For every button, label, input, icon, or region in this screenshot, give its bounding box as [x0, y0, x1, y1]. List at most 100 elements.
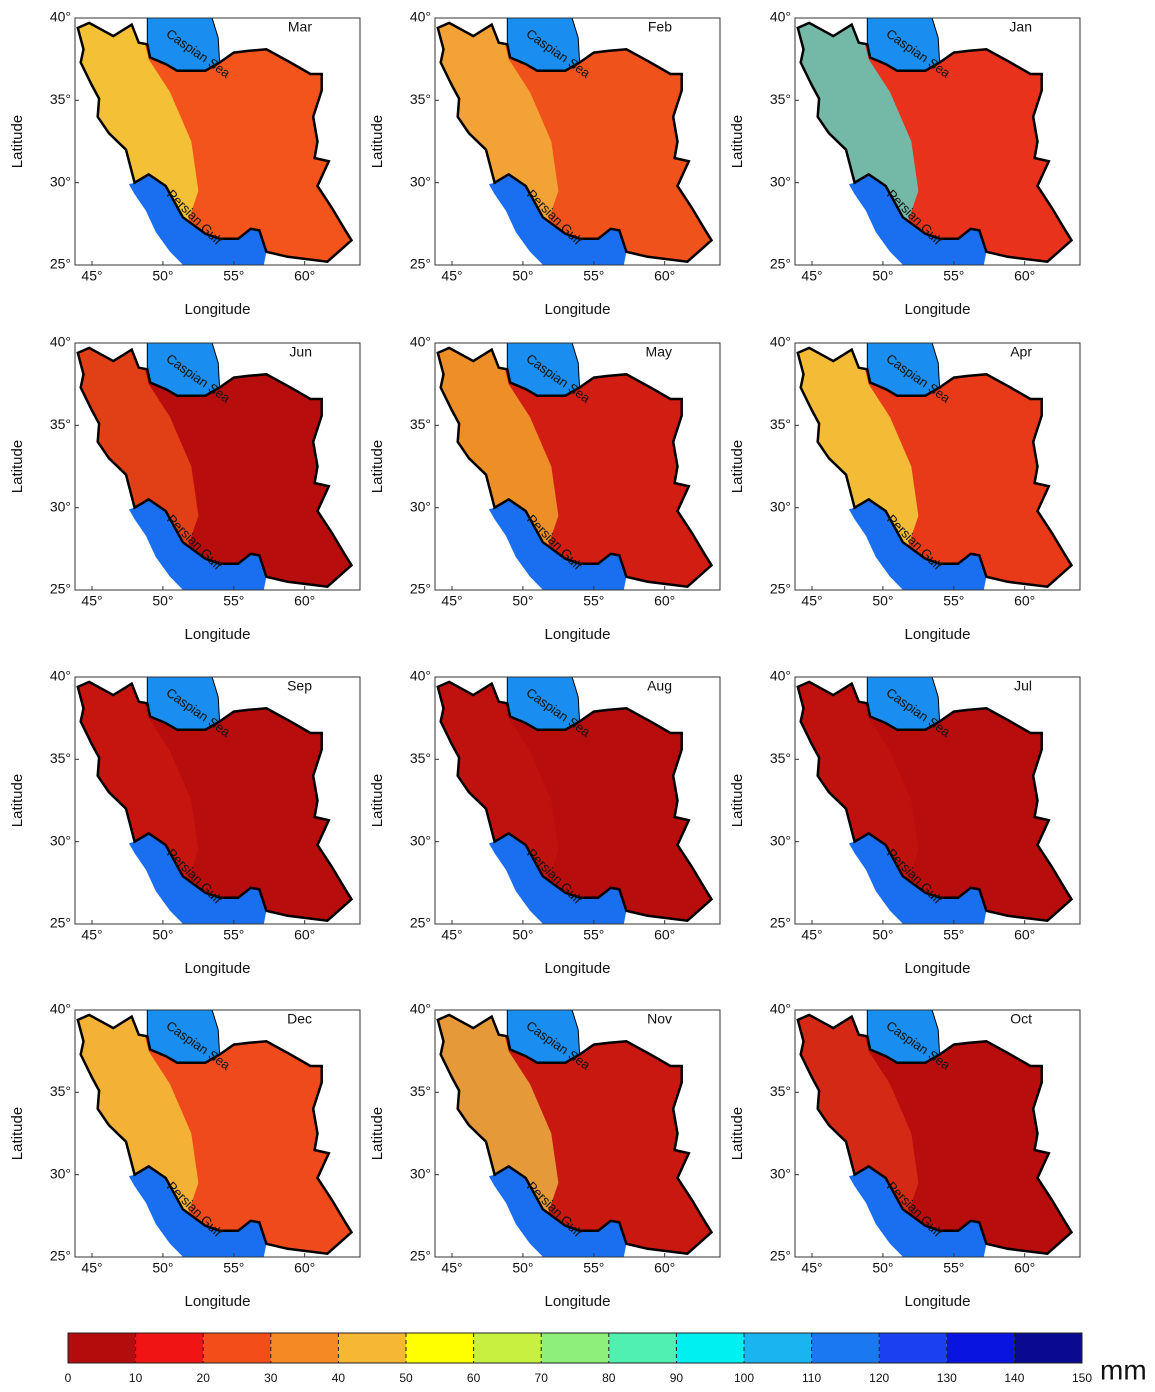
plot-frame [434, 1009, 721, 1258]
persian-gulf [488, 1166, 627, 1257]
x-tick-label: 60° [294, 268, 315, 284]
y-tick-label: 35° [770, 1083, 791, 1099]
y-tick-label: 40° [50, 334, 71, 350]
y-tick-label: 25° [50, 915, 71, 931]
colorbar-unit: mm [1100, 1354, 1147, 1385]
colorbar-tick-label: 20 [197, 1371, 211, 1385]
x-tick-label: 55° [223, 593, 244, 609]
plot-frame [74, 342, 361, 591]
colorbar-segment [676, 1333, 744, 1363]
y-tick-label: 35° [50, 416, 71, 432]
iran-border [76, 346, 354, 589]
y-tick-label: 25° [50, 256, 71, 272]
x-axis-label: Longitude [545, 301, 611, 318]
y-tick-label: 25° [50, 1248, 71, 1264]
panel-title: Feb [648, 19, 672, 35]
y-axis-label: Latitude [9, 1107, 26, 1160]
x-tick-label: 60° [294, 593, 315, 609]
y-tick-label: 35° [410, 750, 431, 766]
y-tick-label: 30° [410, 173, 431, 189]
y-tick-label: 25° [410, 915, 431, 931]
plot-frame [794, 342, 1081, 591]
y-tick-label: 25° [50, 581, 71, 597]
plot-frame [74, 17, 361, 266]
colorbar-segment [406, 1333, 474, 1363]
x-tick-label: 50° [512, 927, 533, 943]
plot-frame [74, 676, 361, 925]
x-tick-label: 50° [512, 593, 533, 609]
x-tick-label: 55° [583, 927, 604, 943]
plot-frame [434, 676, 721, 925]
colorbar-segment [946, 1333, 1015, 1363]
y-tick-label: 40° [770, 668, 791, 684]
x-tick-label: 60° [1014, 268, 1035, 284]
x-tick-label: 55° [223, 927, 244, 943]
x-tick-label: 55° [583, 268, 604, 284]
x-axis-label: Longitude [905, 626, 971, 643]
y-tick-label: 40° [770, 9, 791, 25]
y-tick-label: 30° [50, 498, 71, 514]
x-tick-label: 45° [801, 593, 822, 609]
persian-gulf [848, 1166, 987, 1257]
colorbar-tick-label: 30 [264, 1371, 278, 1385]
colorbar-tick-label: 40 [332, 1371, 346, 1385]
iran-border [796, 346, 1074, 589]
colorbar-tick-label: 120 [869, 1371, 889, 1385]
colorbar-segment [270, 1333, 339, 1363]
panel-title: Aug [647, 678, 672, 694]
y-axis-label: Latitude [729, 115, 746, 168]
iran-border [796, 680, 1074, 923]
x-axis-label: Longitude [905, 960, 971, 977]
y-tick-label: 40° [410, 668, 431, 684]
y-tick-label: 40° [410, 9, 431, 25]
x-tick-label: 45° [801, 927, 822, 943]
panel-title: Dec [287, 1011, 312, 1027]
x-axis-label: Longitude [185, 960, 251, 977]
panel-title: Sep [287, 678, 312, 694]
colorbar-tick-label: 0 [65, 1371, 72, 1385]
x-tick-label: 50° [152, 1260, 173, 1276]
colorbar-segment [135, 1333, 204, 1363]
y-tick-label: 35° [410, 91, 431, 107]
y-tick-label: 25° [410, 581, 431, 597]
plot-frame [794, 17, 1081, 266]
colorbar-segment [68, 1333, 136, 1363]
y-tick-label: 40° [410, 1001, 431, 1017]
persian-gulf [128, 174, 267, 265]
x-tick-label: 55° [943, 593, 964, 609]
x-tick-label: 60° [654, 927, 675, 943]
x-tick-label: 60° [294, 927, 315, 943]
panel-title: Jan [1009, 19, 1032, 35]
x-tick-label: 45° [801, 1260, 822, 1276]
x-tick-label: 60° [654, 593, 675, 609]
y-axis-label: Latitude [9, 115, 26, 168]
y-tick-label: 35° [50, 1083, 71, 1099]
y-axis-label: Latitude [369, 115, 386, 168]
plot-frame [74, 1009, 361, 1258]
x-tick-label: 50° [152, 927, 173, 943]
colorbar-segment [1014, 1333, 1082, 1363]
plot-frame [794, 676, 1081, 925]
colorbar-tick-label: 150 [1072, 1371, 1092, 1385]
y-tick-label: 30° [50, 832, 71, 848]
x-tick-label: 60° [654, 268, 675, 284]
x-axis-label: Longitude [545, 626, 611, 643]
x-tick-label: 45° [81, 268, 102, 284]
y-axis-label: Latitude [9, 774, 26, 827]
x-tick-label: 45° [441, 927, 462, 943]
y-tick-label: 30° [770, 498, 791, 514]
x-tick-label: 60° [1014, 593, 1035, 609]
x-axis-label: Longitude [185, 626, 251, 643]
x-axis-label: Longitude [905, 301, 971, 318]
y-axis-label: Latitude [369, 440, 386, 493]
x-tick-label: 50° [152, 593, 173, 609]
x-tick-label: 60° [1014, 927, 1035, 943]
y-tick-label: 35° [50, 91, 71, 107]
panel-title: Oct [1010, 1011, 1032, 1027]
